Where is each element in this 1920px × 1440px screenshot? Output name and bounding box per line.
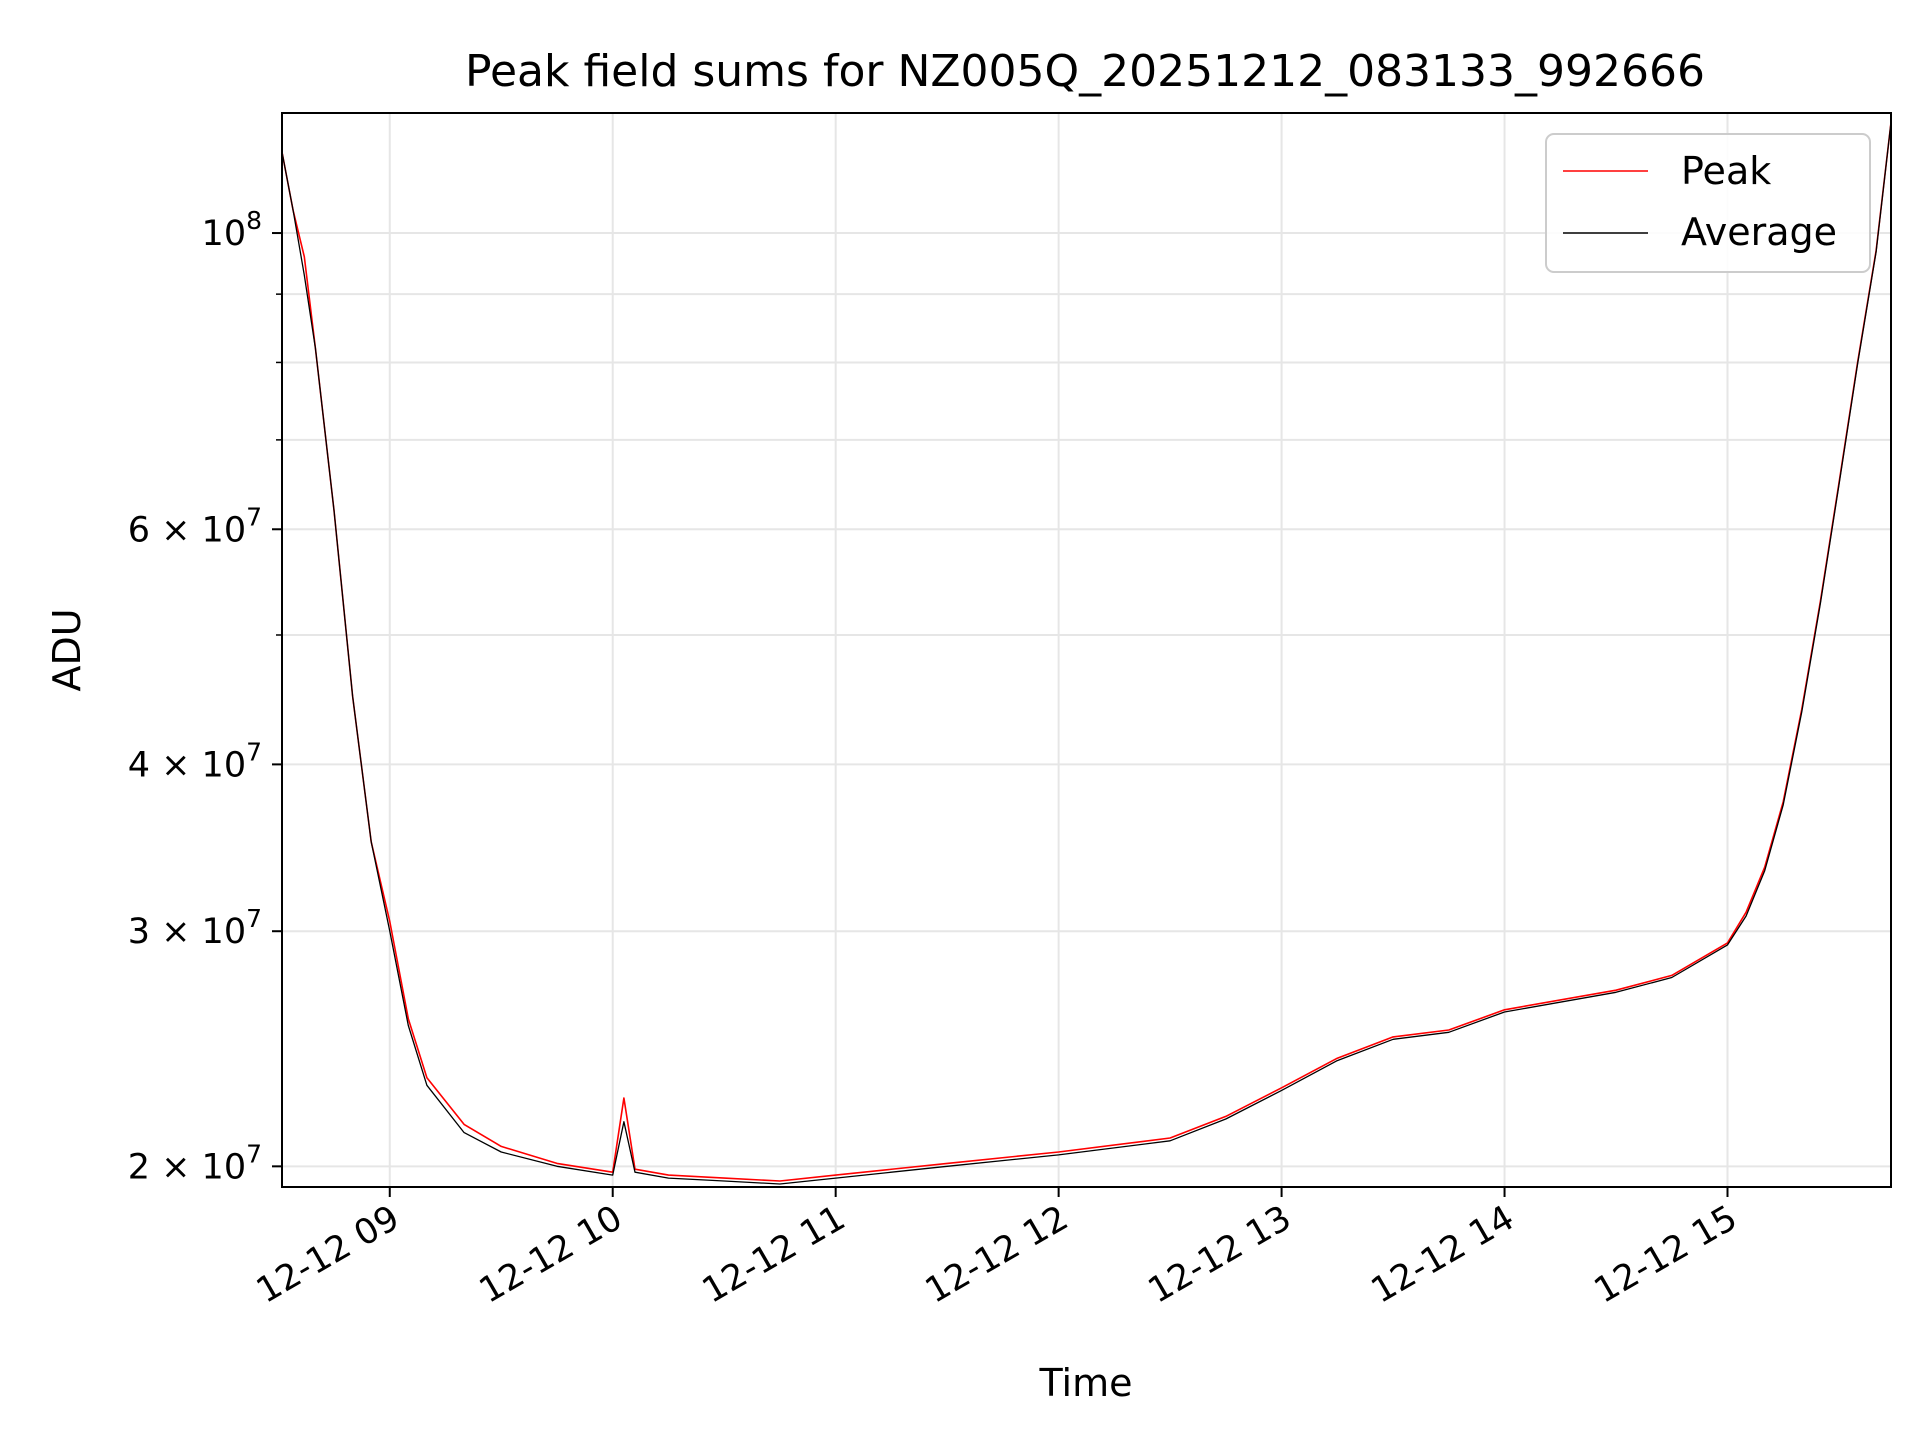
x-axis-label: Time	[1039, 1361, 1133, 1405]
series-line-average	[281, 122, 1892, 1185]
legend-label-average: Average	[1681, 210, 1837, 254]
series-lines	[281, 122, 1892, 1185]
plot-frame	[281, 112, 1892, 1188]
y-tick-label: 2 × 107	[128, 1139, 262, 1187]
y-tick-label: 3 × 107	[128, 904, 262, 952]
y-axis-label: ADU	[45, 608, 89, 691]
grid-lines	[282, 113, 1891, 1187]
legend: Peak Average	[1545, 133, 1871, 273]
chart-title: Peak field sums for NZ005Q_20251212_0831…	[465, 46, 1705, 97]
legend-label-peak: Peak	[1681, 149, 1771, 193]
y-tick-label: 4 × 107	[128, 737, 262, 785]
y-tick-label: 6 × 107	[128, 502, 262, 550]
legend-box	[1545, 133, 1871, 273]
series-line-peak	[281, 122, 1892, 1182]
